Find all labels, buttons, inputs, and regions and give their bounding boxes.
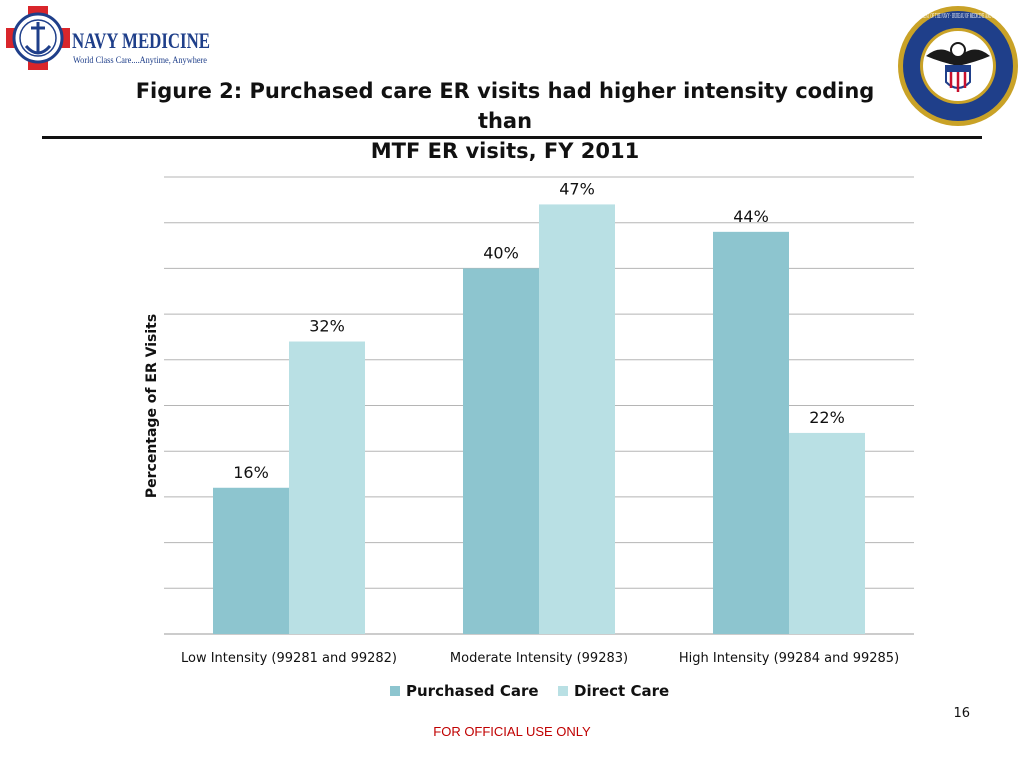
data-label: 40% <box>483 243 519 262</box>
legend-swatch <box>390 686 400 696</box>
brand-tagline: World Class Care....Anytime, Anywhere <box>73 56 207 66</box>
legend-label: Direct Care <box>574 682 669 700</box>
seal-text: DEPARTMENT OF THE NAVY · BUREAU OF MEDIC… <box>910 12 1006 20</box>
bar <box>713 231 789 634</box>
x-tick-label: Moderate Intensity (99283) <box>450 651 628 666</box>
bar <box>289 341 365 634</box>
brand-text: NAVY MEDICINE <box>72 28 210 53</box>
x-tick-labels: Low Intensity (99281 and 99282) Moderate … <box>181 651 899 666</box>
x-tick-label: High Intensity (99284 and 99285) <box>679 651 899 666</box>
title-line-1: Figure 2: Purchased care ER visits had h… <box>135 79 875 133</box>
y-axis-label: Percentage of ER Visits <box>144 314 160 498</box>
legend: Purchased Care Direct Care <box>390 682 669 700</box>
bumed-seal: DEPARTMENT OF THE NAVY · BUREAU OF MEDIC… <box>898 6 1018 126</box>
bar <box>213 487 289 634</box>
data-labels: 16% 32% 40% 47% 44% 22% <box>233 179 845 481</box>
page-number: 16 <box>953 706 970 721</box>
bar <box>463 268 539 634</box>
title-line-2: MTF ER visits, FY 2011 <box>370 139 640 163</box>
data-label: 16% <box>233 463 269 482</box>
legend-swatch <box>558 686 568 696</box>
navy-medicine-logo: NAVY MEDICINE World Class Care....Anytim… <box>6 6 210 70</box>
x-tick-label: Low Intensity (99281 and 99282) <box>181 651 397 666</box>
title-underline <box>42 136 982 139</box>
data-label: 32% <box>309 317 345 336</box>
classification-footer: FOR OFFICIAL USE ONLY <box>433 724 591 739</box>
data-label: 22% <box>809 408 845 427</box>
bar <box>789 432 865 634</box>
bars <box>213 204 865 635</box>
bar <box>539 204 615 635</box>
data-label: 47% <box>559 179 595 198</box>
legend-label: Purchased Care <box>406 682 539 700</box>
page-title: Figure 2: Purchased care ER visits had h… <box>110 76 900 166</box>
data-label: 44% <box>733 207 769 226</box>
